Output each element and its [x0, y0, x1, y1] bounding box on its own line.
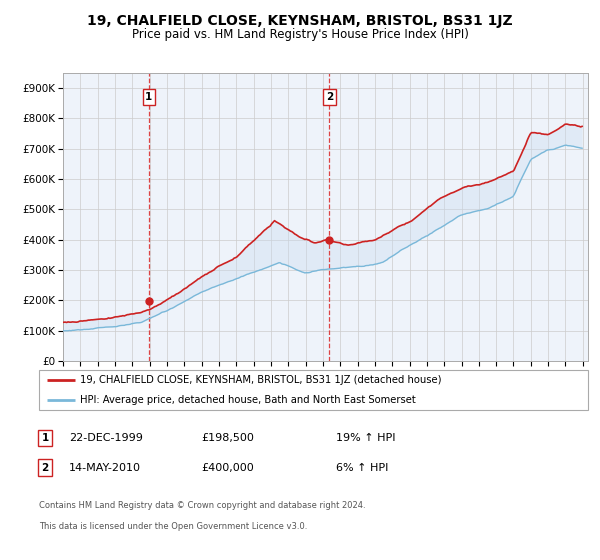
FancyBboxPatch shape	[39, 370, 588, 410]
Text: 1: 1	[41, 433, 49, 443]
Text: 14-MAY-2010: 14-MAY-2010	[69, 463, 141, 473]
Text: 6% ↑ HPI: 6% ↑ HPI	[336, 463, 388, 473]
Text: Contains HM Land Registry data © Crown copyright and database right 2024.: Contains HM Land Registry data © Crown c…	[39, 501, 365, 510]
Text: 19% ↑ HPI: 19% ↑ HPI	[336, 433, 395, 443]
Text: £400,000: £400,000	[201, 463, 254, 473]
Text: This data is licensed under the Open Government Licence v3.0.: This data is licensed under the Open Gov…	[39, 522, 307, 531]
Text: 19, CHALFIELD CLOSE, KEYNSHAM, BRISTOL, BS31 1JZ (detached house): 19, CHALFIELD CLOSE, KEYNSHAM, BRISTOL, …	[80, 376, 442, 385]
Text: 2: 2	[41, 463, 49, 473]
Text: 22-DEC-1999: 22-DEC-1999	[69, 433, 143, 443]
Text: HPI: Average price, detached house, Bath and North East Somerset: HPI: Average price, detached house, Bath…	[80, 395, 416, 405]
Text: 19, CHALFIELD CLOSE, KEYNSHAM, BRISTOL, BS31 1JZ: 19, CHALFIELD CLOSE, KEYNSHAM, BRISTOL, …	[87, 14, 513, 28]
Text: 1: 1	[145, 92, 152, 102]
Text: Price paid vs. HM Land Registry's House Price Index (HPI): Price paid vs. HM Land Registry's House …	[131, 28, 469, 41]
Text: 2: 2	[326, 92, 333, 102]
Text: £198,500: £198,500	[201, 433, 254, 443]
